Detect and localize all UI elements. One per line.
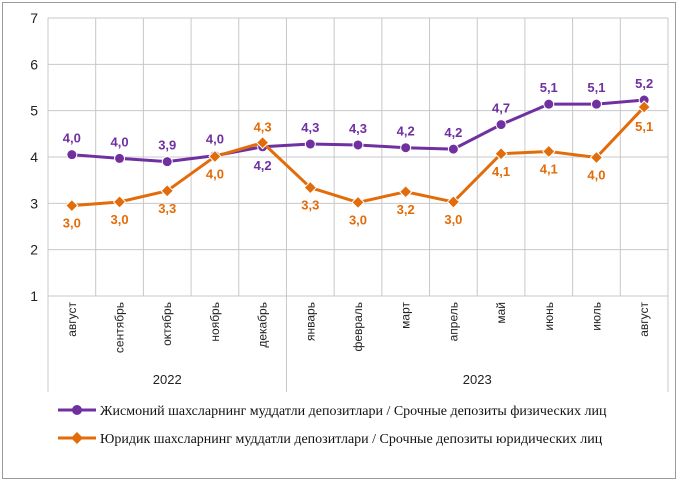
data-point	[161, 156, 173, 168]
data-label: 5,1	[587, 80, 605, 95]
y-tick-label: 3	[30, 195, 38, 211]
data-point	[303, 180, 318, 195]
data-label: 3,3	[301, 198, 319, 213]
data-point	[352, 139, 364, 151]
data-point	[65, 198, 79, 213]
y-tick-label: 5	[30, 103, 38, 119]
grid	[47, 17, 669, 392]
x-tick-label: март	[399, 302, 413, 329]
x-tick-label: май	[494, 302, 508, 324]
data-label: 4,1	[492, 164, 510, 179]
data-point	[637, 100, 651, 114]
x-tick-label: июнь	[542, 302, 556, 331]
data-label: 4,7	[492, 101, 510, 116]
data-point	[398, 185, 413, 199]
x-tick-label: февраль	[351, 302, 365, 352]
legend: Жисмоний шахсларнинг муддатли депозитлар…	[58, 404, 607, 447]
data-label: 3,3	[158, 201, 176, 216]
data-point	[255, 135, 270, 150]
data-point	[304, 138, 316, 150]
data-label: 4,0	[63, 131, 81, 146]
x-tick-label: август	[65, 302, 79, 337]
data-point	[446, 195, 461, 209]
data-point	[543, 98, 555, 110]
data-label: 4,0	[110, 134, 128, 149]
chart-frame	[2, 2, 676, 479]
data-point	[208, 149, 222, 164]
data-label: 5,1	[635, 119, 653, 134]
legend-entry: Жисмоний шахсларнинг муддатли депозитлар…	[100, 404, 607, 419]
data-label: 4,3	[349, 121, 367, 136]
data-point	[590, 98, 602, 110]
data-label: 4,2	[397, 124, 415, 139]
data-point	[351, 195, 365, 210]
x-tick-label: июль	[589, 302, 603, 331]
data-label: 5,2	[635, 76, 653, 91]
year-label: 2022	[153, 372, 182, 387]
data-label: 4,2	[254, 158, 272, 173]
y-tick-label: 7	[30, 10, 38, 26]
legend-marker	[71, 432, 83, 444]
x-tick-label: январь	[303, 302, 317, 341]
data-label: 5,1	[540, 80, 558, 95]
data-point	[160, 184, 174, 198]
data-point	[494, 147, 508, 161]
data-label: 4,0	[587, 167, 605, 182]
data-point	[114, 152, 126, 164]
data-point	[447, 143, 459, 155]
data-label: 3,2	[397, 202, 415, 217]
data-label: 3,0	[110, 212, 128, 227]
data-point	[542, 144, 556, 159]
x-tick-label: сентябрь	[113, 302, 127, 353]
x-tick-label: октябрь	[160, 302, 174, 346]
data-point	[589, 150, 604, 165]
data-label: 3,0	[444, 212, 462, 227]
y-tick-label: 2	[30, 242, 38, 258]
year-label: 2023	[463, 372, 492, 387]
x-tick-label: ноябрь	[208, 302, 222, 342]
data-label: 4,1	[540, 161, 558, 176]
legend-entry: Юридик шахсларнинг муддатли депозитлари …	[100, 432, 603, 447]
y-tick-label: 6	[30, 56, 38, 72]
data-labels: 4,0 3,0 4,0 3,0 3,9 3,3 4,0 4,0 4,2 4,3 4,3 3,3 4,3 3…	[63, 76, 653, 231]
data-label: 3,0	[63, 216, 81, 231]
data-label: 4,0	[206, 167, 224, 182]
year-groups: 2022 2023	[153, 372, 492, 387]
data-label: 4,3	[301, 120, 319, 135]
x-tick-label: август	[637, 302, 651, 337]
x-tick-label: апрель	[446, 302, 460, 341]
y-tick-label: 1	[30, 288, 38, 304]
data-label: 4,2	[444, 125, 462, 140]
data-point	[112, 195, 127, 209]
y-axis-ticks: 1 2 3 4 5 6 7	[30, 10, 38, 304]
y-tick-label: 4	[30, 149, 38, 165]
data-point	[495, 119, 507, 131]
data-point	[66, 149, 78, 161]
data-label: 4,0	[206, 132, 224, 147]
data-label: 4,3	[254, 120, 272, 135]
data-label: 3,9	[158, 138, 176, 153]
series-lines	[65, 94, 651, 213]
data-point	[400, 142, 412, 154]
data-label: 3,0	[349, 212, 367, 227]
legend-marker	[72, 405, 82, 415]
x-axis-ticks: август сентябрь октябрь ноябрь декабрь январь…	[65, 302, 651, 354]
x-tick-label: декабрь	[256, 302, 270, 348]
